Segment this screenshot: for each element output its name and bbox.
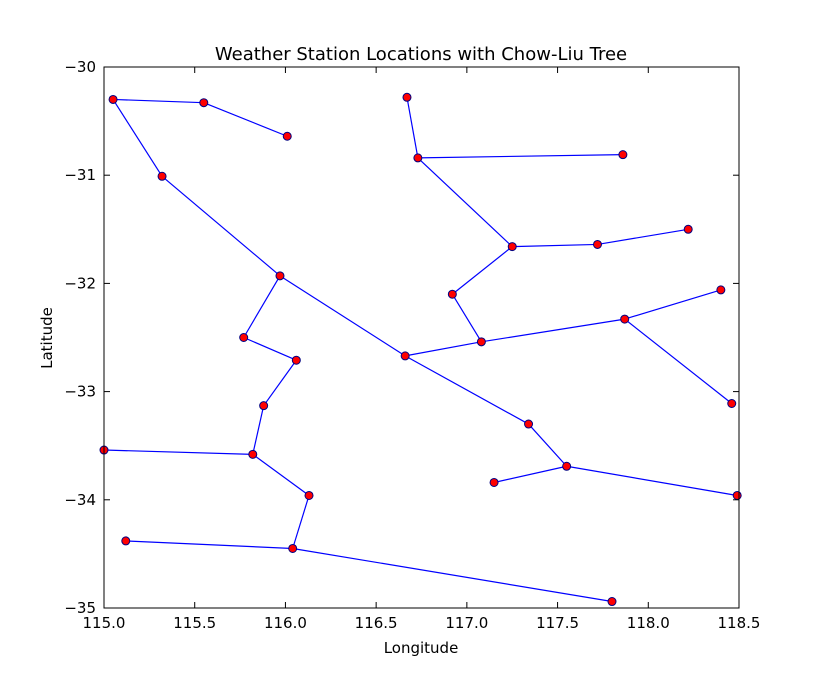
y-axis-ticks: −30 −31 −32 −33 −34 −35 [64, 58, 739, 617]
tree-edge [493, 465, 567, 484]
y-tick-label: −34 [64, 491, 96, 509]
tree-edge [243, 336, 297, 361]
tree-edge [103, 449, 253, 455]
y-tick-label: −32 [64, 274, 96, 292]
station-point [304, 490, 314, 500]
station-point [732, 490, 742, 500]
y-axis-label: Latitude [38, 307, 56, 369]
station-point [248, 449, 258, 459]
tree-edge [263, 359, 297, 407]
station-point [524, 419, 534, 429]
tree-edge [404, 355, 529, 425]
station-points [99, 92, 742, 607]
tree-edge [451, 293, 482, 343]
station-point [239, 333, 249, 342]
x-tick-label: 115.5 [173, 614, 216, 632]
tree-edge [243, 275, 281, 338]
x-tick-label: 118.0 [627, 614, 670, 632]
plot-frame [103, 66, 740, 609]
station-point [618, 150, 628, 160]
station-point [291, 355, 301, 365]
tree-edge [566, 465, 738, 497]
tree-edges [103, 97, 738, 603]
station-point [607, 597, 617, 607]
chart-title: Weather Station Locations with Chow-Liu … [215, 44, 627, 65]
x-tick-label: 117.5 [536, 614, 579, 632]
station-point [282, 131, 292, 141]
station-point [121, 536, 131, 546]
station-point [507, 242, 517, 252]
station-point [727, 399, 737, 409]
station-point [259, 401, 269, 411]
station-point [447, 289, 457, 299]
y-tick-label: −35 [64, 599, 96, 617]
station-point [400, 351, 410, 361]
tree-edge [292, 547, 613, 603]
station-point [275, 271, 285, 281]
x-tick-label: 116.0 [264, 614, 307, 632]
tree-edge [451, 246, 513, 295]
station-point [199, 98, 209, 108]
tree-edge [292, 495, 310, 549]
station-point [402, 92, 412, 102]
y-tick-label: −30 [64, 58, 96, 76]
tree-edge [417, 157, 513, 248]
x-tick-label: 118.5 [718, 614, 761, 632]
station-point [620, 314, 630, 324]
tree-edge [624, 318, 733, 404]
station-point [716, 285, 726, 295]
station-point [489, 477, 499, 487]
tree-edge [481, 318, 625, 343]
tree-edge [417, 154, 623, 159]
tree-edge [125, 540, 293, 550]
x-tick-label: 117.0 [445, 614, 488, 632]
station-point [562, 461, 572, 471]
station-point [683, 224, 693, 234]
station-point [157, 171, 167, 181]
station-point [108, 94, 118, 104]
tree-edge [597, 228, 689, 246]
tree-edge [113, 98, 204, 104]
station-point [476, 337, 486, 347]
tree-edge [252, 405, 265, 455]
tree-edge [279, 275, 406, 357]
tree-edge [406, 97, 419, 158]
x-axis-label: Longitude [384, 639, 459, 657]
tree-edge [624, 289, 722, 320]
station-point [592, 239, 602, 249]
tree-edge [112, 99, 163, 177]
x-axis-ticks: 115.0 115.5 116.0 116.5 117.0 117.5 118.0 118.5 [83, 67, 761, 632]
tree-edge [161, 175, 281, 277]
tree-edge [252, 453, 310, 496]
y-tick-label: −31 [64, 166, 96, 184]
y-tick-label: −33 [64, 383, 96, 401]
x-tick-label: 116.5 [355, 614, 398, 632]
tree-edge [405, 341, 482, 357]
tree-edge [528, 423, 568, 467]
tree-edge [203, 102, 288, 137]
station-point [413, 153, 423, 163]
x-tick-label: 115.0 [83, 614, 126, 632]
tree-edge [512, 243, 598, 248]
station-point [288, 543, 298, 553]
